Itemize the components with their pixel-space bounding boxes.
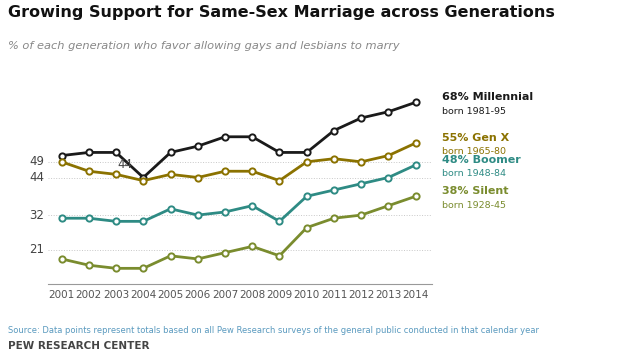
Text: born 1965-80: born 1965-80 [442,147,506,157]
Text: 44: 44 [29,171,44,184]
Text: 55% Gen X: 55% Gen X [442,133,509,143]
Text: 32: 32 [29,209,44,222]
Text: 49: 49 [29,155,44,168]
Text: born 1928-45: born 1928-45 [442,201,506,210]
Text: born 1948-84: born 1948-84 [442,169,506,178]
Text: 21: 21 [29,243,44,256]
Text: Growing Support for Same-Sex Marriage across Generations: Growing Support for Same-Sex Marriage ac… [8,5,554,20]
Text: 68% Millennial: 68% Millennial [442,92,532,102]
Text: 44: 44 [117,158,132,171]
Text: 48% Boomer: 48% Boomer [442,155,520,165]
Text: PEW RESEARCH CENTER: PEW RESEARCH CENTER [8,342,149,351]
Text: 38% Silent: 38% Silent [442,186,508,196]
Text: % of each generation who favor allowing gays and lesbians to marry: % of each generation who favor allowing … [8,41,399,51]
Text: Source: Data points represent totals based on all Pew Research surveys of the ge: Source: Data points represent totals bas… [8,327,539,335]
Text: born 1981-95: born 1981-95 [442,107,506,116]
